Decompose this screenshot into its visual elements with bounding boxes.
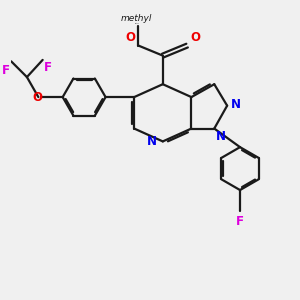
Text: methyl: methyl [121, 14, 152, 23]
Text: N: N [147, 135, 157, 148]
Text: O: O [126, 31, 136, 44]
Text: methyl: methyl [135, 23, 140, 24]
Text: F: F [236, 215, 244, 228]
Text: N: N [216, 130, 226, 143]
Text: O: O [33, 91, 43, 103]
Text: F: F [2, 64, 10, 77]
Text: F: F [44, 61, 52, 74]
Text: O: O [190, 31, 200, 44]
Text: N: N [231, 98, 241, 111]
